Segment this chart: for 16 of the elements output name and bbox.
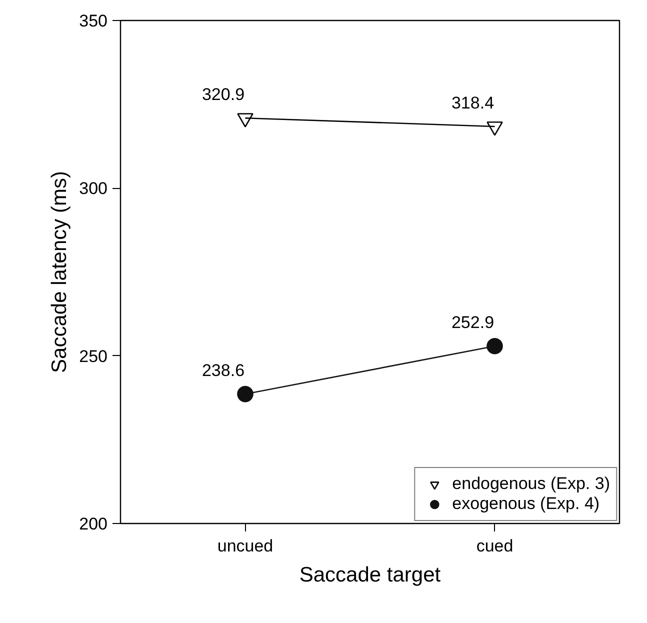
x-tick-label: cued: [476, 536, 514, 556]
data-label: 318.4: [451, 93, 494, 112]
point: [486, 338, 503, 354]
point: [237, 386, 254, 402]
y-axis-title: Saccade latency (ms): [48, 171, 72, 373]
y-tick-label: 300: [79, 179, 108, 198]
data-label: 238.6: [202, 361, 245, 380]
x-tick-label: uncued: [217, 536, 274, 556]
legend-label: endogenous (Exp. 3): [452, 474, 610, 494]
x-axis-title: Saccade target: [299, 564, 441, 586]
data-label: 320.9: [202, 85, 245, 104]
y-tick-label: 350: [79, 12, 108, 30]
legend-label: exogenous (Exp. 4): [452, 494, 600, 514]
data-label: 252.9: [451, 313, 494, 332]
y-tick-label: 200: [79, 514, 108, 534]
y-tick-label: 250: [79, 346, 108, 366]
